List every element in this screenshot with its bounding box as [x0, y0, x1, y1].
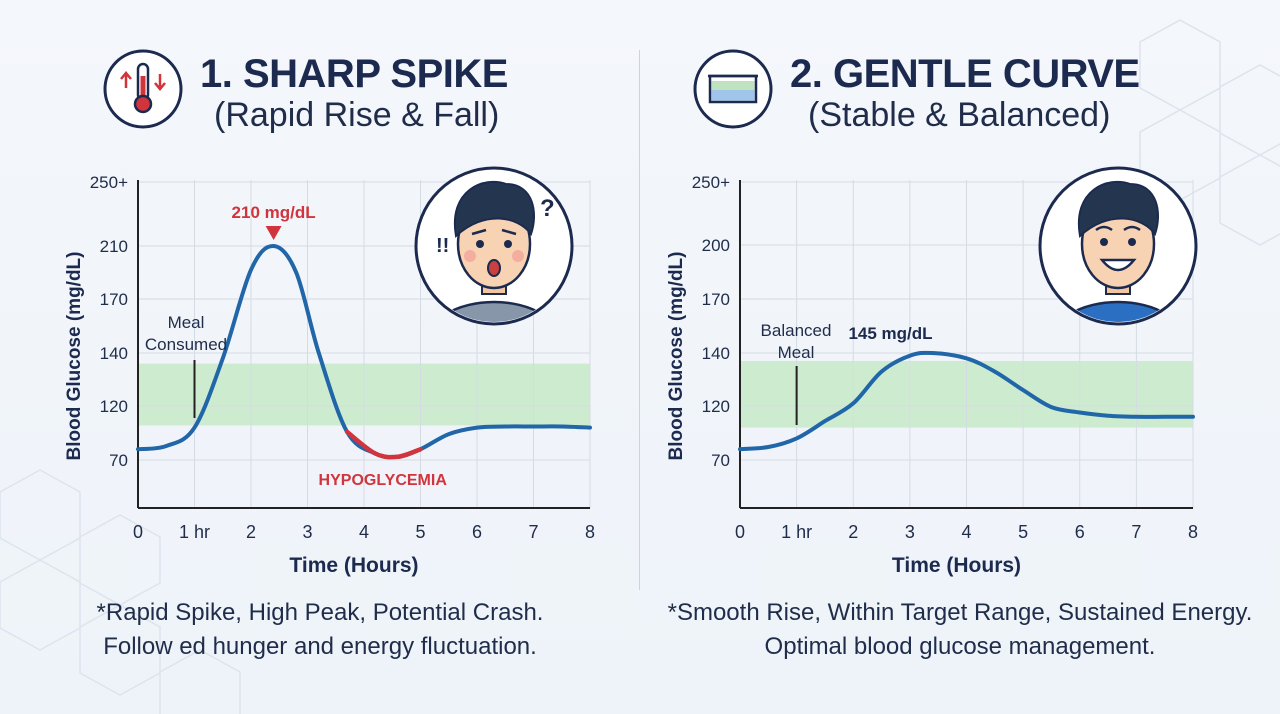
meal-label: Meal — [778, 343, 815, 362]
meal-label: Consumed — [145, 335, 227, 354]
hypoglycemia-label: HYPOGLYCEMIA — [319, 472, 448, 489]
y-tick-label: 120 — [100, 397, 128, 416]
x-tick-label: 4 — [961, 522, 971, 542]
x-tick-label: 1 hr — [179, 522, 210, 542]
meal-label: Balanced — [761, 321, 832, 340]
y-tick-label: 250+ — [90, 173, 128, 192]
left-caption: *Rapid Spike, High Peak, Potential Crash… — [0, 596, 640, 664]
x-tick-label: 2 — [246, 522, 256, 542]
y-tick-label: 70 — [711, 451, 730, 470]
right-subtitle: (Stable & Balanced) — [808, 96, 1111, 134]
right-caption: *Smooth Rise, Within Target Range, Susta… — [640, 596, 1280, 664]
right-caption-line2: Optimal blood glucose management. — [764, 633, 1156, 660]
y-axis-title: Blood Glucose (mg/dL) — [666, 252, 687, 461]
left-caption-line1: *Rapid Spike, High Peak, Potential Crash… — [96, 599, 544, 626]
y-tick-label: 120 — [702, 397, 730, 416]
glucose-curve — [738, 350, 1195, 452]
x-tick-label: 0 — [133, 522, 143, 542]
right-caption-line1: *Smooth Rise, Within Target Range, Susta… — [667, 599, 1253, 626]
right-panel-gentle-curve: 2. GENTLE CURVE (Stable & Balanced) 70 12… — [640, 0, 1280, 714]
gentle-curve-chart: 70 120 140 170 200 250+ 0 1 hr 2 3 4 5 6 7 8 Time (Hour… — [666, 166, 1198, 577]
question-mark: ? — [540, 195, 555, 222]
x-tick-label: 1 hr — [781, 522, 812, 542]
x-tick-label: 8 — [1188, 522, 1198, 542]
peak-value-label: 210 mg/dL — [232, 203, 316, 222]
glass-level-icon — [693, 49, 773, 129]
y-tick-label: 140 — [100, 344, 128, 363]
x-tick-label: 8 — [585, 522, 595, 542]
y-tick-label: 210 — [100, 237, 128, 256]
y-tick-label: 170 — [702, 290, 730, 309]
x-tick-label: 0 — [735, 522, 745, 542]
meal-label: Meal — [168, 313, 205, 332]
left-caption-line2: Follow ed hunger and energy fluctuation. — [103, 633, 537, 660]
y-tick-label: 140 — [702, 344, 730, 363]
x-tick-label: 6 — [1075, 522, 1085, 542]
x-tick-label: 5 — [1018, 522, 1028, 542]
peak-value-label: 145 mg/dL — [848, 324, 932, 343]
x-tick-label: 5 — [415, 522, 425, 542]
thermometer-up-down-icon — [103, 49, 183, 129]
smiling-man-face — [1038, 166, 1198, 326]
left-subtitle: (Rapid Rise & Fall) — [214, 96, 500, 134]
x-tick-label: 3 — [302, 522, 312, 542]
hypoglycemia-curve-segment — [344, 429, 423, 460]
x-tick-label: 4 — [359, 522, 369, 542]
y-tick-label: 250+ — [692, 173, 730, 192]
left-title: 1. SHARP SPIKE — [200, 52, 508, 96]
x-tick-label: 3 — [905, 522, 915, 542]
x-tick-label: 7 — [528, 522, 538, 542]
y-tick-label: 170 — [100, 290, 128, 309]
exclamation-marks: !! — [436, 235, 449, 257]
x-tick-label: 2 — [848, 522, 858, 542]
x-axis-title: Time (Hours) — [289, 554, 418, 577]
sharp-spike-chart: 70 120 140 170 210 250+ 0 1 hr 2 3 4 5 6 7 8 Time (Hour… — [64, 166, 595, 577]
x-axis-title: Time (Hours) — [892, 554, 1021, 577]
peak-marker-arrow — [265, 226, 282, 240]
y-axis-title: Blood Glucose (mg/dL) — [64, 252, 85, 461]
right-title: 2. GENTLE CURVE — [790, 52, 1140, 96]
worried-man-face: ?!! — [414, 166, 574, 326]
left-panel-sharp-spike: 1. SHARP SPIKE (Rapid Rise & Fall) 70 120… — [0, 49, 640, 664]
x-tick-label: 6 — [472, 522, 482, 542]
y-tick-label: 70 — [109, 451, 128, 470]
x-tick-label: 7 — [1131, 522, 1141, 542]
panel-divider — [639, 50, 640, 590]
y-tick-label: 200 — [702, 236, 730, 255]
